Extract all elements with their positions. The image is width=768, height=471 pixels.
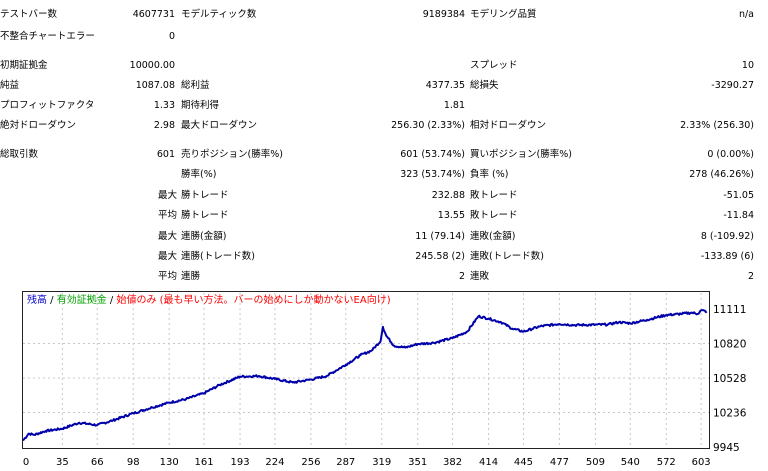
y-tick-label: 9945 bbox=[713, 442, 740, 454]
avg-consec-losses-value: 2 bbox=[747, 271, 754, 282]
test-bars-label: テストバー数 bbox=[0, 9, 58, 20]
largest-loss-label: 敗トレード bbox=[470, 190, 518, 201]
avg-win-label: 勝トレード bbox=[181, 210, 229, 221]
max-consec-wins-money-value: 11 (79.14) bbox=[415, 231, 465, 242]
x-tick-label: 224 bbox=[265, 457, 284, 468]
gross-profit-value: 4377.35 bbox=[425, 80, 465, 91]
largest-loss-value: -51.05 bbox=[723, 190, 754, 201]
x-tick-label: 351 bbox=[408, 457, 427, 468]
avg-consec-losses-label: 連敗 bbox=[470, 271, 490, 282]
max-consec-wins-trades-label: 連勝(トレード数) bbox=[181, 251, 255, 262]
short-positions-label: 売りポジション(勝率%) bbox=[181, 149, 283, 160]
ticks-modeled-label: モデルティック数 bbox=[181, 9, 257, 20]
max-consec-losses-money-value: 8 (-109.92) bbox=[700, 231, 754, 242]
largest-prefix-3: 最大 bbox=[157, 251, 177, 262]
legend-separator: / bbox=[47, 295, 57, 306]
net-profit-value: 1087.08 bbox=[135, 80, 175, 91]
y-tick-label: 11111 bbox=[713, 304, 746, 316]
avg-loss-label: 敗トレード bbox=[470, 210, 518, 221]
max-consec-wins-money-label: 連勝(金額) bbox=[181, 231, 227, 242]
x-tick-label: 35 bbox=[56, 457, 69, 468]
mismatch-errors-label: 不整合チャートエラー bbox=[0, 31, 95, 42]
x-tick-label: 477 bbox=[550, 457, 569, 468]
gross-profit-label: 総利益 bbox=[181, 80, 210, 91]
average-prefix-2: 平均 bbox=[157, 271, 177, 282]
x-tick-label: 130 bbox=[160, 457, 179, 468]
gross-loss-value: -3290.27 bbox=[711, 80, 754, 91]
balance-series-line bbox=[22, 309, 708, 442]
legend-modeling-method: 始値のみ (最も早い方法。バーの始めにしか動かないEA向け) bbox=[116, 295, 391, 306]
net-profit-label: 純益 bbox=[0, 80, 20, 91]
avg-consec-wins-value: 2 bbox=[458, 271, 465, 282]
x-tick-label: 161 bbox=[195, 457, 214, 468]
gross-loss-label: 総損失 bbox=[470, 80, 499, 91]
ticks-modeled-value: 9189384 bbox=[422, 9, 465, 20]
initial-deposit-label: 初期証拠金 bbox=[0, 60, 48, 71]
x-tick-label: 287 bbox=[336, 457, 355, 468]
y-tick-label: 10820 bbox=[713, 338, 746, 350]
avg-win-value: 13.55 bbox=[437, 210, 465, 221]
win-rate-label: 勝率(%) bbox=[181, 169, 217, 180]
abs-drawdown-label: 絶対ドローダウン bbox=[0, 120, 77, 131]
loss-rate-value: 278 (46.26%) bbox=[689, 169, 754, 180]
max-consec-losses-trades-label: 連敗(トレード数) bbox=[470, 251, 544, 262]
max-drawdown-value: 256.30 (2.33%) bbox=[391, 120, 465, 131]
x-tick-label: 193 bbox=[230, 457, 249, 468]
legend-separator-2: / bbox=[106, 295, 117, 306]
x-tick-label: 319 bbox=[372, 457, 391, 468]
x-tick-label: 445 bbox=[514, 457, 533, 468]
x-tick-label: 0 bbox=[23, 457, 29, 468]
rel-drawdown-value: 2.33% (256.30) bbox=[680, 120, 754, 131]
x-tick-label: 540 bbox=[621, 457, 640, 468]
legend-balance: 残高 bbox=[27, 295, 47, 306]
expected-payoff-value: 1.81 bbox=[443, 100, 465, 111]
expected-payoff-label: 期待利得 bbox=[181, 100, 220, 111]
x-tick-label: 572 bbox=[657, 457, 676, 468]
long-positions-value: 0 (0.00%) bbox=[707, 149, 754, 160]
x-tick-label: 98 bbox=[127, 457, 140, 468]
avg-loss-value: -11.84 bbox=[723, 210, 754, 221]
long-positions-label: 買いポジション(勝率%) bbox=[470, 149, 572, 160]
chart-legend: 残高 / 有効証拠金 / 始値のみ (最も早い方法。バーの始めにしか動かないEA… bbox=[27, 294, 391, 307]
avg-consec-wins-label: 連勝 bbox=[181, 271, 201, 282]
largest-prefix: 最大 bbox=[157, 190, 177, 201]
loss-rate-label: 負率 (%) bbox=[470, 169, 509, 180]
largest-prefix-2: 最大 bbox=[157, 231, 177, 242]
mismatch-errors-value: 0 bbox=[168, 31, 175, 42]
rel-drawdown-label: 相対ドローダウン bbox=[470, 120, 547, 131]
spread-label: スプレッド bbox=[470, 60, 518, 71]
modeling-quality-label: モデリング品質 bbox=[470, 9, 537, 20]
legend-equity: 有効証拠金 bbox=[56, 295, 107, 306]
total-trades-value: 601 bbox=[156, 149, 175, 160]
initial-deposit-value: 10000.00 bbox=[129, 60, 175, 71]
spread-value: 10 bbox=[741, 60, 754, 71]
x-tick-label: 414 bbox=[479, 457, 498, 468]
y-tick-label: 10236 bbox=[713, 408, 747, 420]
x-tick-label: 509 bbox=[586, 457, 605, 468]
abs-drawdown-value: 2.98 bbox=[153, 120, 175, 131]
average-prefix: 平均 bbox=[157, 210, 177, 221]
max-drawdown-label: 最大ドローダウン bbox=[181, 120, 258, 131]
modeling-quality-value: n/a bbox=[738, 9, 754, 20]
short-positions-value: 601 (53.74%) bbox=[400, 149, 465, 160]
profit-factor-label: プロフィットファクタ bbox=[0, 100, 95, 111]
max-consec-wins-trades-value: 245.58 (2) bbox=[415, 251, 465, 262]
x-tick-label: 603 bbox=[692, 457, 711, 468]
max-consec-losses-trades-value: -133.89 (6) bbox=[700, 251, 754, 262]
y-tick-label: 10528 bbox=[713, 373, 746, 385]
profit-factor-value: 1.33 bbox=[153, 100, 175, 111]
total-trades-label: 総取引数 bbox=[0, 149, 39, 160]
x-tick-label: 256 bbox=[301, 457, 320, 468]
max-consec-losses-money-label: 連敗(金額) bbox=[470, 231, 516, 242]
win-rate-value: 323 (53.74%) bbox=[400, 169, 465, 180]
x-tick-label: 382 bbox=[443, 457, 462, 468]
largest-win-label: 勝トレード bbox=[181, 190, 229, 201]
largest-win-value: 232.88 bbox=[431, 190, 465, 201]
x-tick-label: 66 bbox=[91, 457, 104, 468]
test-bars-value: 4607731 bbox=[132, 9, 175, 20]
